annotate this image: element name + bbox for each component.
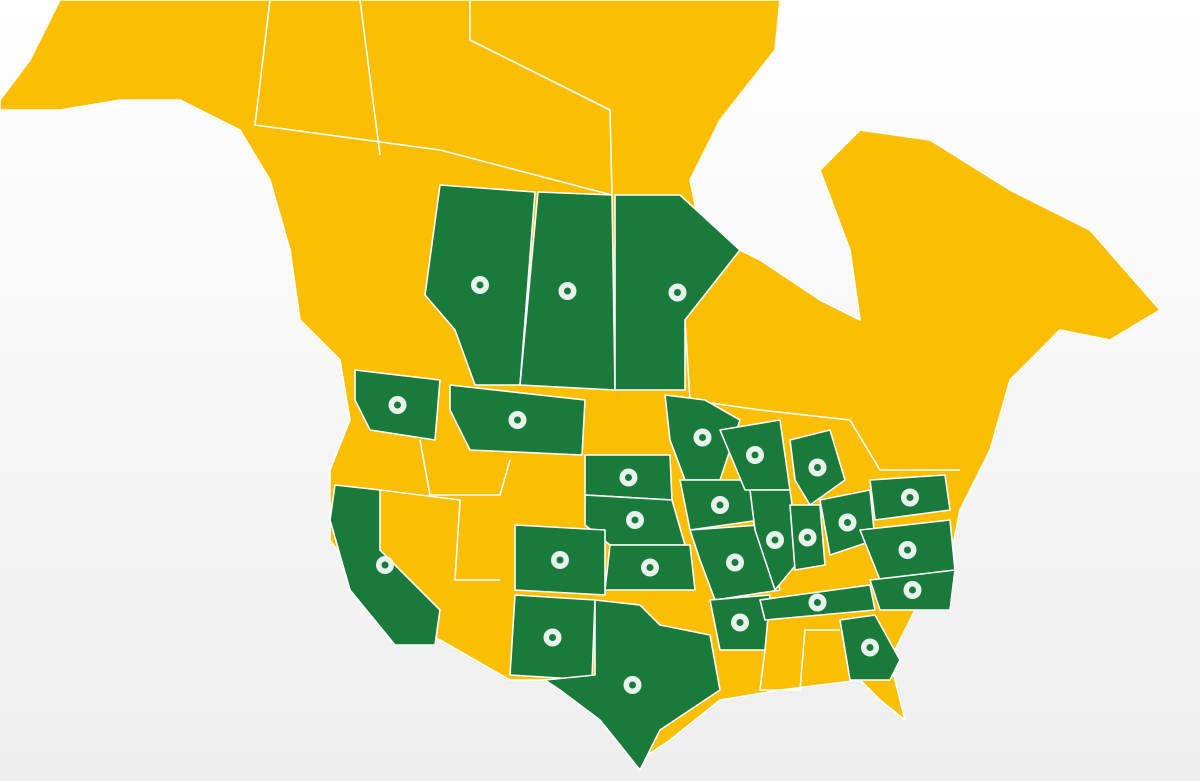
- border-line: [759, 629, 840, 691]
- marker-dot: [814, 599, 821, 606]
- marker-dot: [394, 401, 401, 409]
- marker-dot: [381, 561, 389, 569]
- marker-dot: [549, 634, 556, 641]
- border-line: [684, 319, 960, 471]
- border-line: [419, 439, 511, 496]
- marker-dot: [909, 586, 916, 594]
- marker-dot: [514, 416, 521, 424]
- marker-dot: [751, 451, 759, 459]
- marker-dot: [731, 559, 739, 566]
- border-line: [254, 0, 613, 196]
- border-line: [379, 489, 500, 581]
- marker-dot: [771, 536, 779, 544]
- marker-dot: [646, 564, 654, 571]
- marker-dot: [625, 474, 632, 481]
- marker-dot: [736, 619, 744, 626]
- marker-dot: [476, 281, 484, 289]
- marker-dot: [556, 556, 564, 564]
- border-line: [469, 0, 613, 196]
- marker-dot: [906, 494, 914, 501]
- marker-dot: [904, 546, 911, 554]
- marker-dot: [674, 289, 681, 296]
- border-line: [359, 0, 381, 156]
- marker-dot: [629, 681, 636, 689]
- marker-dot: [716, 501, 724, 509]
- marker-dot: [564, 287, 571, 295]
- marker-dot: [699, 434, 706, 441]
- markers: [376, 276, 922, 694]
- marker-dot: [814, 464, 821, 471]
- marker-dot: [866, 644, 874, 651]
- marker-dot: [804, 534, 811, 541]
- marker-dot: [631, 516, 639, 524]
- marker-dot: [844, 519, 851, 526]
